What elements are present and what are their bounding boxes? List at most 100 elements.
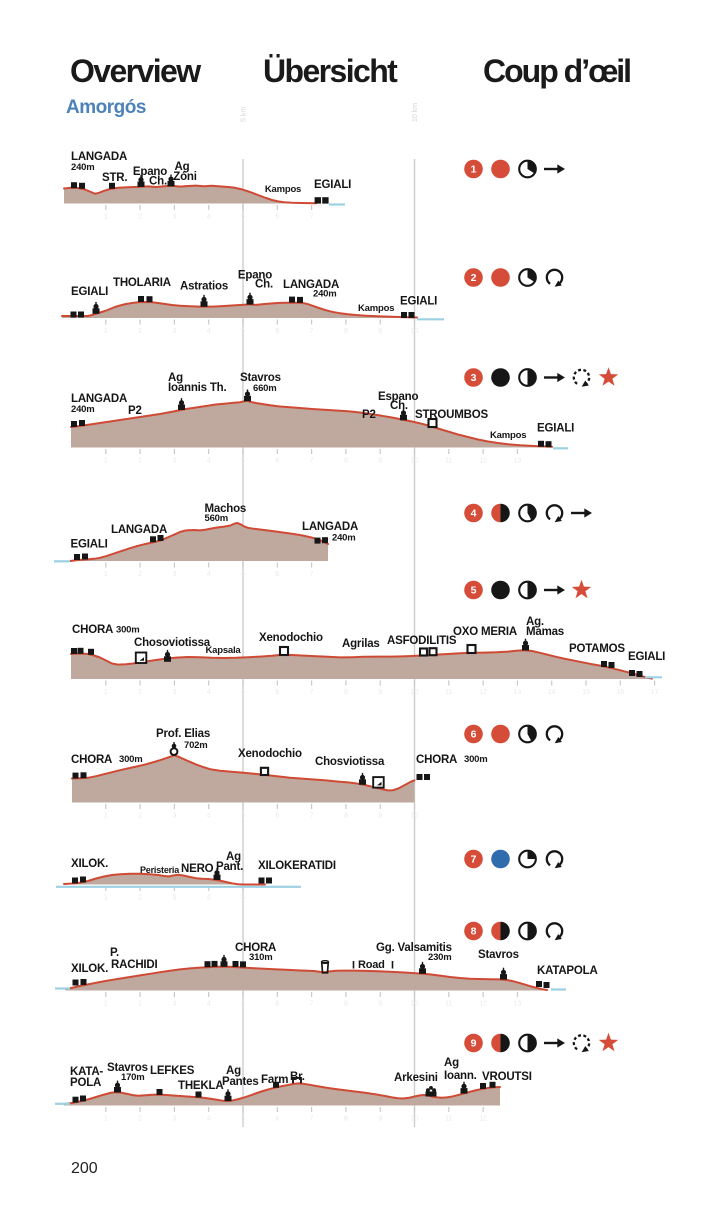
svg-text:10: 10	[411, 689, 419, 696]
svg-text:CHORA: CHORA	[235, 942, 276, 954]
svg-text:Xenodochio: Xenodochio	[259, 632, 323, 644]
svg-text:4: 4	[207, 1001, 211, 1008]
svg-text:5: 5	[241, 214, 245, 221]
svg-text:P.: P.	[110, 947, 119, 959]
svg-text:1: 1	[104, 571, 108, 578]
svg-text:1: 1	[104, 1116, 108, 1123]
svg-text:8: 8	[344, 689, 348, 696]
svg-text:9: 9	[378, 458, 382, 465]
svg-text:310m: 310m	[249, 952, 273, 963]
svg-text:Agrilas: Agrilas	[342, 638, 380, 650]
svg-text:3: 3	[172, 895, 176, 902]
svg-text:8: 8	[344, 328, 348, 335]
svg-text:Ag: Ag	[226, 851, 241, 863]
svg-text:8: 8	[344, 1001, 348, 1008]
svg-text:Ag: Ag	[175, 161, 190, 173]
svg-text:Ag.: Ag.	[526, 616, 544, 628]
svg-text:3: 3	[172, 1116, 176, 1123]
svg-text:9: 9	[378, 1116, 382, 1123]
svg-text:2: 2	[138, 328, 142, 335]
svg-text:15: 15	[582, 689, 590, 696]
svg-text:Ag: Ag	[226, 1065, 241, 1077]
svg-text:POLA: POLA	[70, 1077, 101, 1089]
svg-text:2: 2	[138, 458, 142, 465]
svg-text:Ch.: Ch.	[255, 279, 273, 291]
svg-text:THOLARIA: THOLARIA	[113, 277, 171, 289]
svg-text:LEFKES: LEFKES	[150, 1065, 195, 1077]
svg-text:8: 8	[344, 813, 348, 820]
svg-text:10: 10	[411, 813, 419, 820]
svg-text:9: 9	[471, 1038, 477, 1050]
svg-text:Gg. Valsamitis: Gg. Valsamitis	[376, 942, 452, 954]
svg-text:7: 7	[310, 571, 314, 578]
svg-text:1: 1	[104, 689, 108, 696]
svg-text:Ioannis Th.: Ioannis Th.	[168, 382, 227, 394]
svg-text:702m: 702m	[184, 740, 208, 751]
svg-text:7: 7	[310, 689, 314, 696]
svg-text:6: 6	[275, 689, 279, 696]
svg-text:240m: 240m	[71, 404, 95, 415]
svg-text:2: 2	[138, 895, 142, 902]
svg-text:1: 1	[104, 813, 108, 820]
svg-text:CHORA: CHORA	[416, 754, 457, 766]
svg-text:4: 4	[207, 895, 211, 902]
svg-text:5: 5	[241, 689, 245, 696]
svg-text:4: 4	[207, 458, 211, 465]
svg-text:Kapsala: Kapsala	[205, 645, 241, 656]
svg-text:8: 8	[471, 926, 477, 938]
svg-text:2: 2	[138, 689, 142, 696]
svg-text:OXO MERIA: OXO MERIA	[453, 626, 517, 638]
svg-text:10: 10	[411, 1001, 419, 1008]
svg-text:Ioann.: Ioann.	[444, 1070, 477, 1082]
svg-text:7: 7	[310, 328, 314, 335]
svg-text:300m: 300m	[119, 754, 143, 765]
svg-text:7: 7	[310, 1116, 314, 1123]
svg-text:13: 13	[514, 458, 522, 465]
svg-text:240m: 240m	[71, 162, 95, 173]
svg-text:6: 6	[471, 729, 477, 741]
svg-text:11: 11	[445, 1116, 452, 1123]
svg-text:11: 11	[445, 1001, 452, 1008]
svg-text:7: 7	[310, 458, 314, 465]
svg-text:1: 1	[104, 895, 108, 902]
svg-text:3: 3	[172, 571, 176, 578]
svg-text:8: 8	[344, 1116, 348, 1123]
svg-text:Stavros: Stavros	[240, 372, 281, 384]
svg-text:2: 2	[138, 1001, 142, 1008]
svg-text:9: 9	[378, 689, 382, 696]
svg-text:ASFODILITIS: ASFODILITIS	[387, 635, 457, 647]
svg-text:Chosoviotissa: Chosoviotissa	[134, 637, 211, 649]
svg-text:5: 5	[241, 1116, 245, 1123]
svg-text:Chosviotissa: Chosviotissa	[315, 756, 385, 768]
svg-text:LANGADA: LANGADA	[71, 393, 127, 405]
svg-text:STR.: STR.	[102, 172, 127, 184]
svg-text:Road: Road	[358, 959, 385, 971]
svg-text:2: 2	[138, 571, 142, 578]
svg-text:P2: P2	[362, 409, 376, 421]
svg-text:8: 8	[344, 458, 348, 465]
svg-text:12: 12	[479, 1116, 487, 1123]
svg-text:6: 6	[275, 813, 279, 820]
svg-text:Overview: Overview	[70, 53, 201, 89]
svg-text:13: 13	[514, 689, 522, 696]
svg-text:Peristeria: Peristeria	[140, 865, 180, 875]
svg-text:230m: 230m	[428, 952, 452, 963]
svg-text:10: 10	[411, 328, 419, 335]
svg-text:300m: 300m	[464, 754, 488, 765]
svg-text:Pantes: Pantes	[222, 1076, 259, 1088]
svg-text:EGIALI: EGIALI	[71, 286, 108, 298]
svg-text:Stavros: Stavros	[107, 1062, 148, 1074]
svg-text:240m: 240m	[313, 289, 337, 300]
svg-text:2: 2	[138, 214, 142, 221]
svg-text:4: 4	[207, 571, 211, 578]
svg-text:CHORA: CHORA	[71, 754, 112, 766]
svg-text:Coup d’œil: Coup d’œil	[483, 53, 630, 89]
svg-text:LANGADA: LANGADA	[302, 521, 358, 533]
svg-text:12: 12	[479, 689, 487, 696]
svg-text:Mamas: Mamas	[526, 626, 564, 638]
svg-text:Amorgós: Amorgós	[66, 97, 146, 118]
svg-text:6: 6	[275, 571, 279, 578]
svg-text:Kampos: Kampos	[358, 303, 394, 314]
svg-text:5: 5	[241, 328, 245, 335]
svg-text:2: 2	[471, 272, 477, 284]
